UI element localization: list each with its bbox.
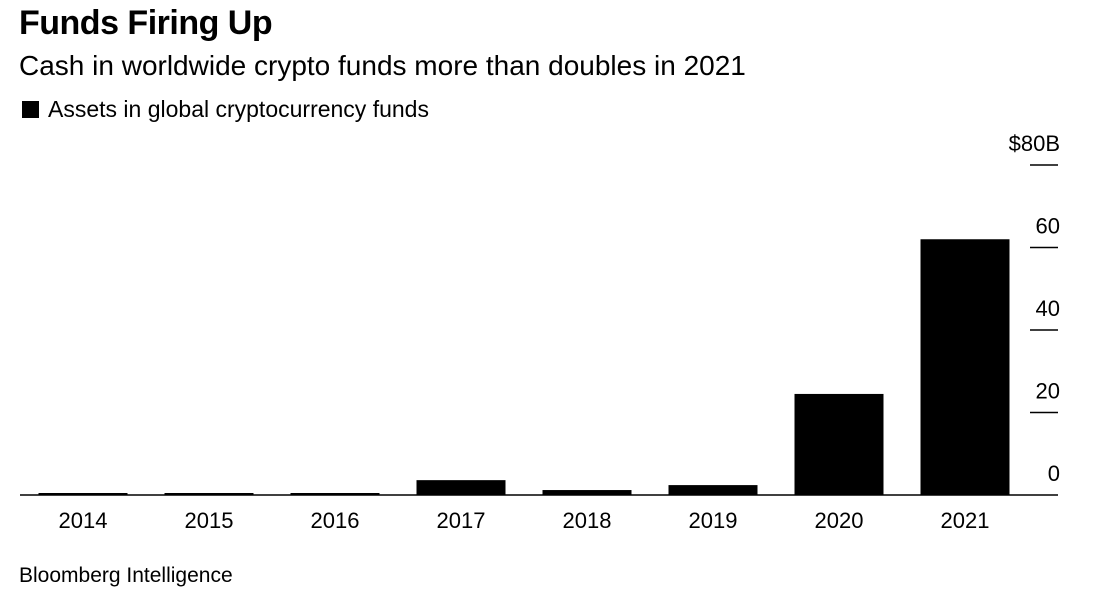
- y-tick-label-80: $80B: [1009, 131, 1060, 156]
- chart-title: Funds Firing Up: [19, 4, 273, 42]
- bar-2014: [38, 493, 128, 495]
- x-tick-label-2019: 2019: [689, 508, 738, 533]
- x-tick-label-2017: 2017: [437, 508, 486, 533]
- x-tick-label-2020: 2020: [815, 508, 864, 533]
- y-tick-label-40: 40: [1036, 296, 1060, 321]
- bar-2019: [668, 485, 758, 495]
- source-note: Bloomberg Intelligence: [19, 564, 233, 587]
- x-tick-label-2015: 2015: [185, 508, 234, 533]
- bar-2020: [794, 393, 884, 495]
- legend: Assets in global cryptocurrency funds: [22, 96, 429, 123]
- y-tick-label-60: 60: [1036, 214, 1060, 239]
- y-tick-label-0: 0: [1048, 461, 1060, 486]
- x-tick-label-2018: 2018: [563, 508, 612, 533]
- y-tick-label-20: 20: [1036, 379, 1060, 404]
- legend-swatch: [22, 101, 39, 118]
- bar-2015: [164, 493, 254, 495]
- chart-subtitle: Cash in worldwide crypto funds more than…: [19, 50, 746, 81]
- bar-2017: [416, 480, 506, 495]
- bar-2021: [920, 239, 1010, 495]
- x-tick-label-2016: 2016: [311, 508, 360, 533]
- x-tick-label-2014: 2014: [59, 508, 108, 533]
- bar-2018: [542, 490, 632, 495]
- bar-2016: [290, 493, 380, 495]
- x-tick-label-2021: 2021: [941, 508, 990, 533]
- legend-label: Assets in global cryptocurrency funds: [48, 96, 429, 122]
